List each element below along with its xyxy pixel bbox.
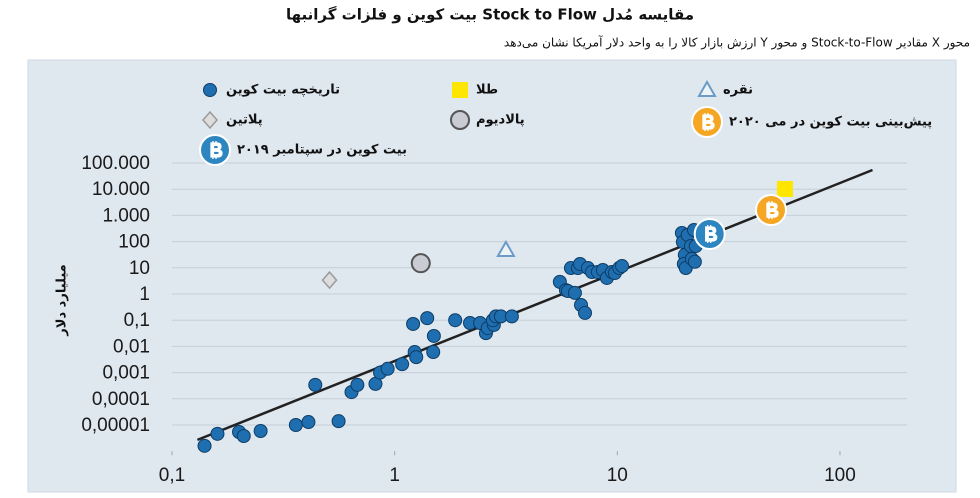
point: [301, 415, 316, 430]
point: [288, 418, 303, 433]
point: [693, 218, 726, 251]
y-tick-label: 1: [139, 284, 150, 305]
legend-marker: [697, 79, 717, 97]
x-tick-label: 10: [607, 465, 628, 486]
bitcoin-glyph: [766, 201, 779, 220]
point: [426, 345, 441, 360]
point: [496, 239, 516, 257]
legend-label: بیت کوین در سپتامبر ۲۰۱۹: [237, 143, 407, 158]
legend-marker: [202, 110, 218, 130]
chart-title: مقایسه مُدل Stock to Flow بیت کوین و فلز…: [286, 6, 694, 24]
y-tick-label: 100: [118, 232, 150, 253]
point: [406, 316, 421, 331]
legend-marker: [199, 134, 231, 166]
y-tick-label: 100.000: [81, 153, 150, 174]
legend-marker: [452, 82, 468, 98]
y-tick-label: 0,01: [113, 336, 150, 357]
point: [426, 328, 441, 343]
x-tick-label: 1: [389, 465, 400, 486]
y-tick-label: 1.000: [102, 205, 150, 226]
point: [380, 361, 395, 376]
point: [210, 426, 225, 441]
x-tick-label: 0,1: [159, 465, 185, 486]
legend-marker: [450, 110, 470, 130]
point: [567, 285, 582, 300]
y-tick-label: 0,0001: [92, 389, 150, 410]
point: [253, 424, 268, 439]
bitcoin-glyph: [705, 225, 718, 243]
y-axis-label: میلیارد دلار: [55, 264, 70, 336]
legend-label: طلا: [476, 83, 498, 98]
point: [331, 414, 346, 429]
bitcoin-glyph: [210, 141, 223, 159]
legend-label: نقره: [723, 83, 753, 98]
point: [395, 357, 410, 372]
point: [236, 429, 251, 444]
point: [754, 194, 787, 227]
y-tick-label: 10.000: [92, 179, 150, 200]
legend-marker: [691, 106, 723, 138]
point: [578, 305, 593, 320]
point: [504, 309, 519, 324]
legend-marker: [203, 83, 217, 97]
point: [615, 259, 630, 274]
point: [350, 377, 365, 392]
chart-subtitle: محور X مقادیر Stock-to-Flow و محور Y ارز…: [504, 35, 970, 51]
x-tick-label: 100: [824, 465, 856, 486]
legend-label: تاریخچه بیت کوین: [226, 83, 340, 98]
y-tick-label: 0,001: [102, 363, 150, 384]
point: [308, 377, 323, 392]
y-tick-label: 0,1: [124, 310, 150, 331]
legend-label: پلاتین: [226, 113, 263, 128]
legend-label: پیش‌بینی بیت کوین در می ۲۰۲۰: [729, 115, 932, 130]
point: [321, 270, 338, 290]
y-tick-label: 10: [129, 258, 150, 279]
point: [409, 350, 424, 365]
point: [776, 180, 793, 197]
plot-panel: [27, 59, 957, 493]
point: [448, 313, 463, 328]
y-tick-label: 0,00001: [81, 415, 150, 436]
point: [410, 253, 431, 274]
point: [197, 438, 212, 453]
point: [420, 311, 435, 326]
bitcoin-glyph: [702, 113, 715, 131]
legend-label: پالادیوم: [476, 113, 525, 128]
point: [687, 254, 702, 269]
